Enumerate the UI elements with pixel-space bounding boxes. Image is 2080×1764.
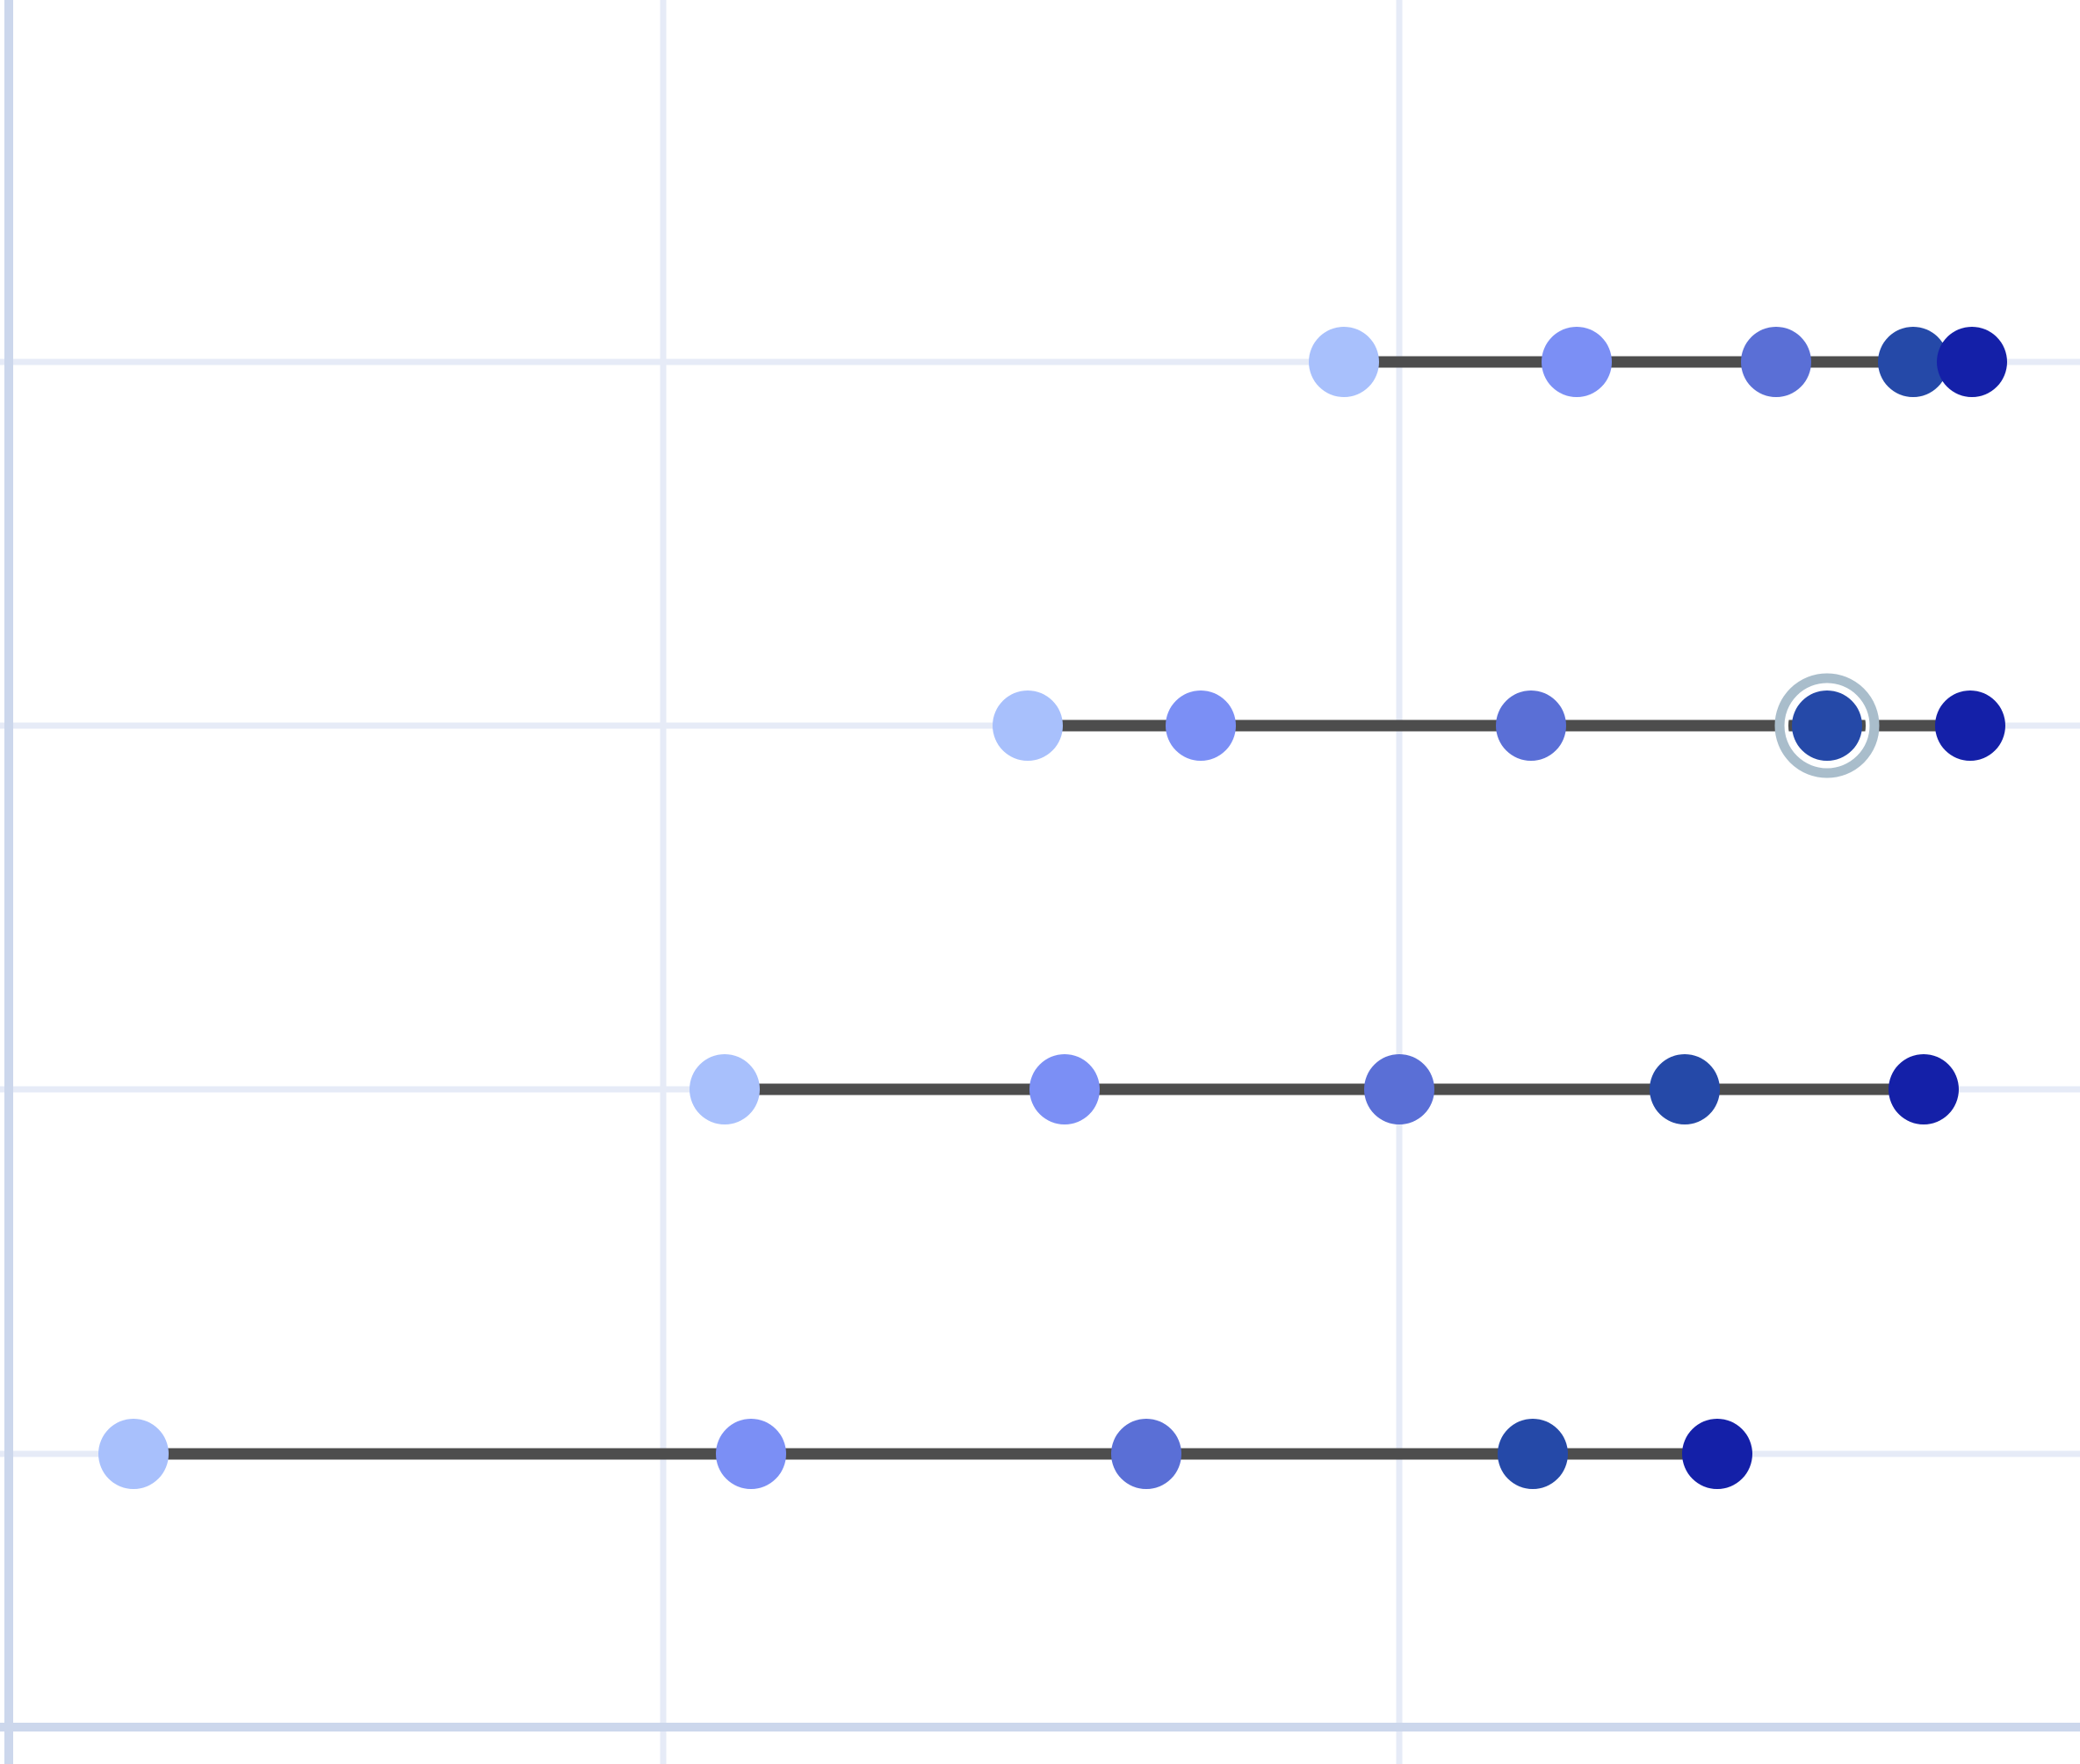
table-row	[690, 1054, 1959, 1124]
data-point-dot[interactable]	[1741, 327, 1811, 397]
data-point-dot[interactable]	[1029, 1054, 1100, 1124]
dot-selection-ring	[1774, 673, 1880, 778]
data-point-dot[interactable]	[1792, 690, 1862, 761]
data-point-dot[interactable]	[1309, 327, 1379, 397]
data-point-dot[interactable]	[1498, 1419, 1568, 1489]
data-point-dot[interactable]	[1496, 690, 1566, 761]
data-point-dot[interactable]	[1650, 1054, 1720, 1124]
data-point-dot[interactable]	[993, 690, 1063, 761]
data-point-dot[interactable]	[716, 1419, 786, 1489]
data-point-dot[interactable]	[1111, 1419, 1181, 1489]
table-row	[98, 1419, 1752, 1489]
data-point-dot[interactable]	[98, 1419, 169, 1489]
data-point-dot[interactable]	[1682, 1419, 1752, 1489]
data-point-dot[interactable]	[1878, 327, 1948, 397]
table-row	[1309, 327, 2007, 397]
data-point-dot[interactable]	[1166, 690, 1236, 761]
connectors-group	[134, 356, 1968, 1460]
table-row	[993, 673, 2005, 778]
dots-group[interactable]	[98, 327, 2007, 1489]
data-point-dot[interactable]	[1542, 327, 1612, 397]
data-point-dot[interactable]	[1937, 327, 2007, 397]
data-point-dot[interactable]	[1364, 1054, 1434, 1124]
data-point-dot[interactable]	[1889, 1054, 1959, 1124]
data-point-dot[interactable]	[1935, 690, 2005, 761]
data-point-dot[interactable]	[690, 1054, 760, 1124]
